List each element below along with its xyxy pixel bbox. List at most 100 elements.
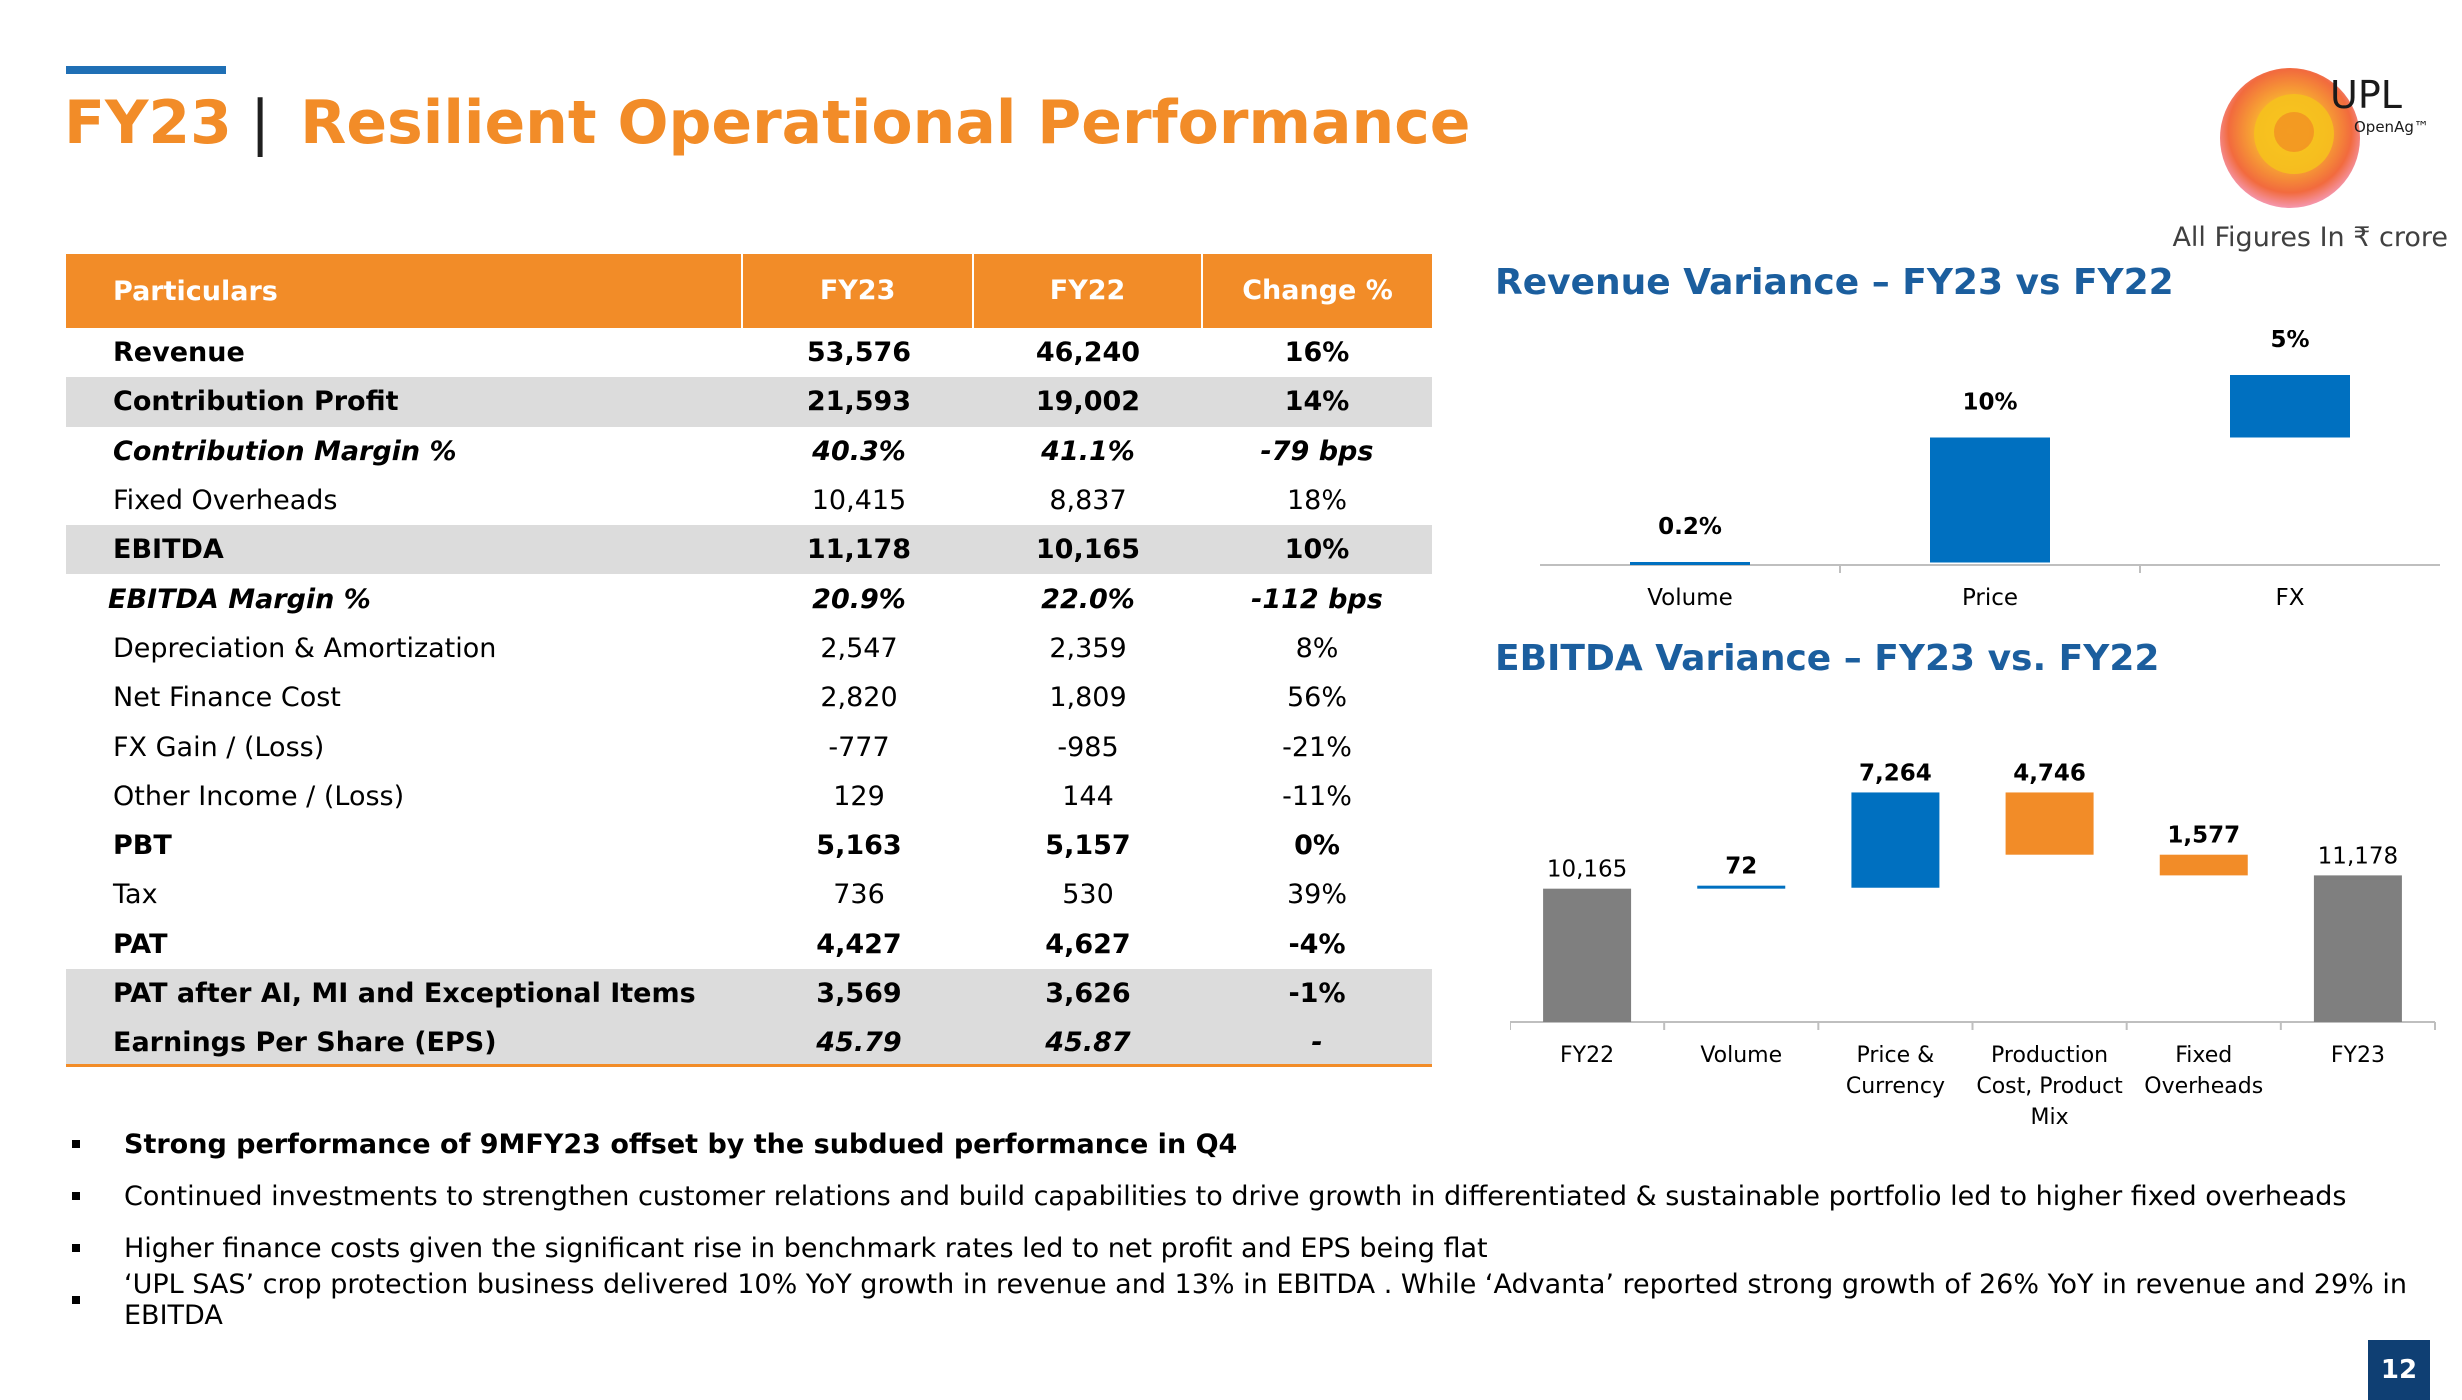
financial-table: Particulars FY23 FY22 Change % Revenue 53… <box>66 254 1432 1068</box>
cell-change: -79 bps <box>1260 435 1374 467</box>
cell-change: 14% <box>1284 386 1350 418</box>
ebitda-category-label: Fixed Overheads <box>2144 1043 2263 1099</box>
cell-change: 39% <box>1286 879 1347 911</box>
row-label: Contribution Profit <box>113 386 399 418</box>
cell-fy23: 2,547 <box>820 632 898 664</box>
cell-fy22: 22.0% <box>1041 583 1135 615</box>
row-label: Revenue <box>113 337 245 369</box>
table-row: Earnings Per Share (EPS) 45.79 45.87 - <box>66 1018 1432 1068</box>
row-label: EBITDA Margin % <box>108 583 371 615</box>
cell-fy23: 53,576 <box>806 337 912 369</box>
ebitda-category-label: FY22 <box>1560 1043 1614 1068</box>
ebitda-data-label: 1,577 <box>2167 823 2240 849</box>
cell-change: -11% <box>1282 780 1352 812</box>
table-row: Tax 736 530 39% <box>66 870 1432 919</box>
ebitda-category-label: FY23 <box>2331 1043 2385 1068</box>
cell-change: 16% <box>1284 337 1350 369</box>
cell-change: - <box>1311 1027 1323 1059</box>
page-title: FY23 | Resilient Operational Performance <box>64 88 1471 158</box>
title-accent-bar <box>66 66 226 74</box>
cell-fy23: 129 <box>833 780 885 812</box>
bullet-marker <box>72 1140 80 1148</box>
cell-fy22: 8,837 <box>1049 485 1127 517</box>
row-label: Contribution Margin % <box>113 435 457 467</box>
logo-text: UPL <box>2330 73 2402 117</box>
bullet-item: Higher finance costs given the significa… <box>66 1222 2446 1274</box>
header-particulars: Particulars <box>113 275 278 307</box>
ebitda-data-label: 72 <box>1725 854 1757 880</box>
cell-fy22: 45.87 <box>1045 1027 1131 1059</box>
table-header: Particulars FY23 FY22 Change % <box>66 254 1432 328</box>
bullet-marker <box>72 1296 80 1304</box>
bullet-item: ‘UPL SAS’ crop protection business deliv… <box>66 1269 2446 1331</box>
commentary-bullets: Strong performance of 9MFY23 offset by t… <box>66 1118 2446 1331</box>
ebitda-category-label: Price & Currency <box>1846 1043 1945 1099</box>
header-change: Change % <box>1201 254 1432 328</box>
cell-change: 8% <box>1295 632 1339 664</box>
cell-change: 56% <box>1286 682 1347 714</box>
row-label: Fixed Overheads <box>113 485 338 517</box>
table-row: PAT after AI, MI and Exceptional Items 3,… <box>66 968 1432 1019</box>
ebitda-data-label: 10,165 <box>1547 857 1627 883</box>
cell-fy23: -777 <box>828 731 890 763</box>
cell-change: 0% <box>1294 830 1340 862</box>
page-number: 12 <box>2368 1340 2430 1400</box>
cell-fy22: -985 <box>1057 731 1119 763</box>
row-label: FX Gain / (Loss) <box>113 731 325 763</box>
row-label: PBT <box>113 830 172 862</box>
cell-fy22: 5,157 <box>1045 830 1131 862</box>
cell-fy22: 19,002 <box>1035 386 1141 418</box>
ebitda-chart-title: EBITDA Variance – FY23 vs. FY22 <box>1495 638 2160 679</box>
header-fy23: FY23 <box>741 254 972 328</box>
cell-change: 18% <box>1286 485 1347 517</box>
ebitda-category-label: Volume <box>1700 1043 1782 1068</box>
revenue-data-label: 0.2% <box>1658 514 1722 540</box>
cell-change: -21% <box>1282 731 1352 763</box>
row-label: PAT <box>113 928 168 960</box>
table-row: PAT 4,427 4,627 -4% <box>66 920 1432 969</box>
revenue-category-label: Volume <box>1647 585 1733 611</box>
cell-fy22: 46,240 <box>1035 337 1141 369</box>
revenue-category-label: FX <box>2276 585 2305 611</box>
revenue-bar <box>2230 375 2350 438</box>
table-row: Other Income / (Loss) 129 144 -11% <box>66 772 1432 821</box>
cell-fy23: 21,593 <box>806 386 912 418</box>
cell-fy23: 40.3% <box>812 435 906 467</box>
cell-fy23: 10,415 <box>811 485 907 517</box>
cell-fy22: 4,627 <box>1045 928 1131 960</box>
revenue-chart-title: Revenue Variance – FY23 vs FY22 <box>1495 262 2174 303</box>
table-bottom-rule <box>66 1064 1432 1067</box>
revenue-category-label: Price <box>1962 585 2018 611</box>
revenue-bar <box>1930 437 2050 563</box>
cell-fy22: 1,809 <box>1049 682 1127 714</box>
bullet-marker <box>72 1244 80 1252</box>
ebitda-bar <box>2159 854 2248 876</box>
cell-fy23: 3,569 <box>816 978 902 1009</box>
cell-fy22: 10,165 <box>1035 534 1141 566</box>
table-row: Revenue 53,576 46,240 16% <box>66 328 1432 377</box>
header-fy22: FY22 <box>972 254 1201 328</box>
cell-fy23: 11,178 <box>806 534 912 566</box>
row-label: PAT after AI, MI and Exceptional Items <box>113 978 696 1009</box>
table-row: Contribution Profit 21,593 19,002 14% <box>66 377 1432 427</box>
ebitda-bar <box>1697 885 1786 889</box>
bullet-marker <box>72 1192 80 1200</box>
revenue-variance-chart: 0.2% Volume 10% Price 5% FX <box>1540 330 2440 611</box>
table-row: EBITDA Margin % 20.9% 22.0% -112 bps <box>66 574 1432 623</box>
row-label: Earnings Per Share (EPS) <box>113 1027 497 1059</box>
ebitda-bar <box>1543 888 1632 1022</box>
cell-change: -1% <box>1288 978 1346 1009</box>
cell-fy22: 2,359 <box>1049 632 1127 664</box>
row-label: Other Income / (Loss) <box>113 780 405 812</box>
bullet-item: Continued investments to strengthen cust… <box>66 1170 2446 1222</box>
cell-change: -4% <box>1288 928 1346 960</box>
ebitda-data-label: 11,178 <box>2318 843 2398 869</box>
bullet-item: Strong performance of 9MFY23 offset by t… <box>66 1118 2446 1170</box>
upl-logo: UPL OpenAg™ <box>2212 62 2429 210</box>
table-row: PBT 5,163 5,157 0% <box>66 821 1432 870</box>
cell-change: 10% <box>1284 534 1350 566</box>
ebitda-bar <box>1851 792 1940 888</box>
ebitda-bar <box>2005 792 2094 855</box>
table-row: Fixed Overheads 10,415 8,837 18% <box>66 476 1432 525</box>
table-row: FX Gain / (Loss) -777 -985 -21% <box>66 722 1432 771</box>
